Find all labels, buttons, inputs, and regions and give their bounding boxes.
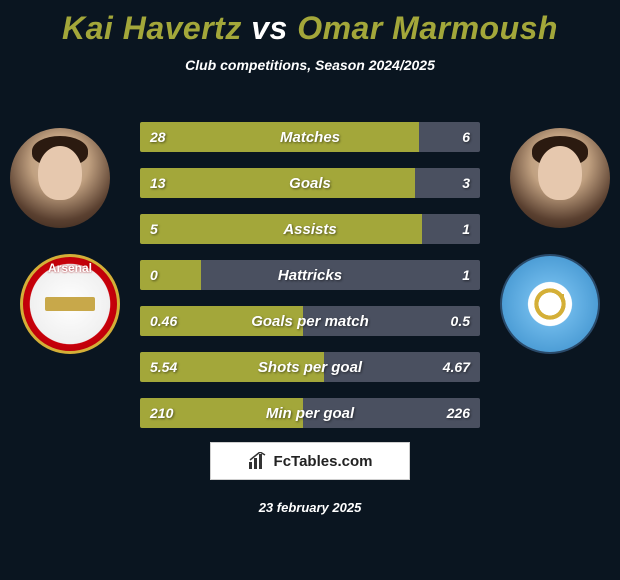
stat-row: 0.460.5Goals per match (140, 306, 480, 336)
subtitle: Club competitions, Season 2024/2025 (0, 57, 620, 73)
avatar-face (538, 146, 582, 200)
stat-label: Goals (140, 168, 480, 198)
stat-label: Min per goal (140, 398, 480, 428)
player1-avatar (10, 128, 110, 228)
stat-label: Assists (140, 214, 480, 244)
brand-text: FcTables.com (274, 453, 373, 470)
player1-name: Kai Havertz (62, 10, 242, 46)
comparison-date: 23 february 2025 (0, 500, 620, 515)
stat-label: Shots per goal (140, 352, 480, 382)
stats-container: 286Matches 133Goals 51Assists 01Hattricks 0.… (140, 122, 480, 444)
player2-club-crest (500, 254, 600, 354)
player2-avatar (510, 128, 610, 228)
crest-inner-icon (530, 284, 570, 324)
brand-box[interactable]: FcTables.com (210, 442, 410, 480)
comparison-title: Kai Havertz vs Omar Marmoush (0, 0, 620, 47)
stat-row: 286Matches (140, 122, 480, 152)
stat-row: 5.544.67Shots per goal (140, 352, 480, 382)
stat-row: 51Assists (140, 214, 480, 244)
stat-label: Goals per match (140, 306, 480, 336)
stat-row: 133Goals (140, 168, 480, 198)
stat-label: Hattricks (140, 260, 480, 290)
title-vs: vs (251, 10, 288, 46)
stat-row: 210226Min per goal (140, 398, 480, 428)
stat-row: 01Hattricks (140, 260, 480, 290)
crest-cannon-icon (45, 297, 95, 311)
player2-name: Omar Marmoush (297, 10, 558, 46)
stat-label: Matches (140, 122, 480, 152)
crest-label: Arsenal (23, 261, 117, 275)
avatar-face (38, 146, 82, 200)
player1-club-crest: Arsenal (20, 254, 120, 354)
brand-logo-icon (248, 452, 268, 470)
